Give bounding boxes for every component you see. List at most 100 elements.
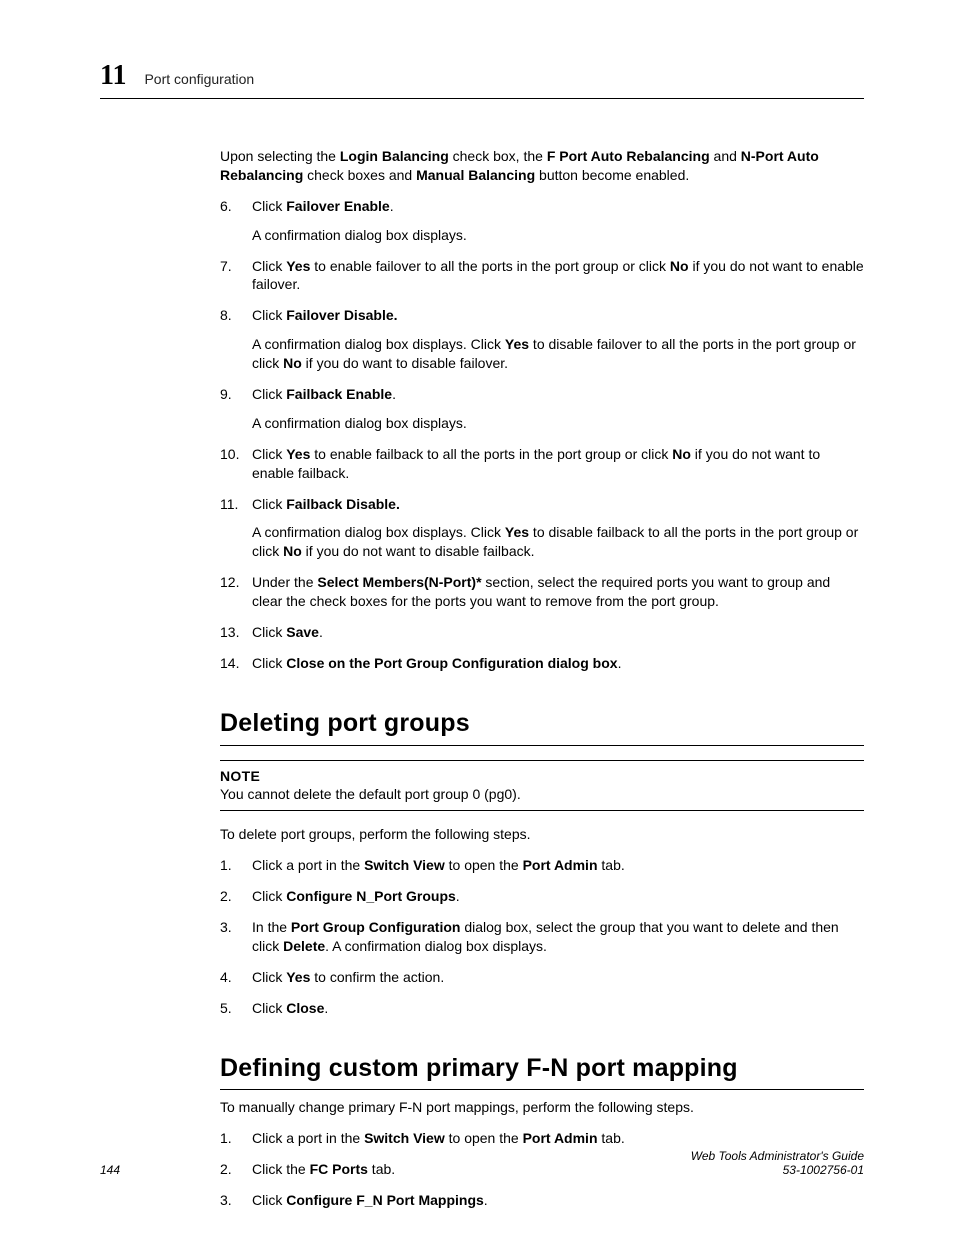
bold-term: Port Admin <box>523 1130 598 1146</box>
bold-term: Login Balancing <box>340 148 449 164</box>
doc-number: 53-1002756-01 <box>691 1163 864 1177</box>
page-number: 144 <box>100 1163 120 1177</box>
step-13: Click Save. <box>220 623 864 642</box>
chapter-title: Port configuration <box>144 71 254 87</box>
note-block: NOTE You cannot delete the default port … <box>220 760 864 812</box>
text: Click <box>252 1000 286 1016</box>
text: . <box>390 198 394 214</box>
text: to enable failover to all the ports in t… <box>310 258 670 274</box>
note-text: You cannot delete the default port group… <box>220 785 864 804</box>
bold-term: No <box>283 355 302 371</box>
bold-term: Port Admin <box>523 857 598 873</box>
text: Click <box>252 258 286 274</box>
bold-term: Save <box>286 624 319 640</box>
page-header: 11 Port configuration <box>100 60 864 99</box>
delete-step-1: Click a port in the Switch View to open … <box>220 856 864 875</box>
text: Click <box>252 496 286 512</box>
text: Click <box>252 655 286 671</box>
text: if you do want to disable failover. <box>302 355 508 371</box>
note-label: NOTE <box>220 767 864 786</box>
bold-term: F Port Auto Rebalancing <box>547 148 710 164</box>
text: Click <box>252 198 286 214</box>
bold-term: Yes <box>505 524 529 540</box>
intro-paragraph: Upon selecting the Login Balancing check… <box>220 147 864 185</box>
text: Upon selecting the <box>220 148 340 164</box>
text: . <box>484 1192 488 1208</box>
text: Click <box>252 969 286 985</box>
section-heading-mapping: Defining custom primary F-N port mapping <box>220 1052 864 1091</box>
text: to enable failback to all the ports in t… <box>310 446 672 462</box>
bold-term: No <box>670 258 689 274</box>
step-sub: A confirmation dialog box displays. <box>252 414 864 433</box>
bold-term: Port Group Configuration <box>374 655 544 671</box>
section-lead: To manually change primary F-N port mapp… <box>220 1098 864 1117</box>
bold-term: Manual Balancing <box>416 167 535 183</box>
step-10: Click Yes to enable failback to all the … <box>220 445 864 483</box>
bold-term: Failover Enable <box>286 198 389 214</box>
step-9: Click Failback Enable. A confirmation di… <box>220 385 864 433</box>
bold-term: Failover Disable. <box>286 307 397 323</box>
delete-step-3: In the Port Group Configuration dialog b… <box>220 918 864 956</box>
bold-term: Switch View <box>364 1130 445 1146</box>
text: to confirm the action. <box>310 969 444 985</box>
text: Click a port in the <box>252 1130 364 1146</box>
step-sub: A confirmation dialog box displays. Clic… <box>252 523 864 561</box>
step-8: Click Failover Disable. A confirmation d… <box>220 306 864 373</box>
procedure-steps: Click Failover Enable. A confirmation di… <box>220 197 864 673</box>
bold-term: Yes <box>286 969 310 985</box>
step-7: Click Yes to enable failover to all the … <box>220 257 864 295</box>
text: Click <box>252 624 286 640</box>
text: tab. <box>598 1130 625 1146</box>
bold-term: Delete <box>283 938 325 954</box>
mapping-step-3: Click Configure F_N Port Mappings. <box>220 1191 864 1210</box>
text: . <box>618 655 622 671</box>
text: . <box>319 624 323 640</box>
page-content: Upon selecting the Login Balancing check… <box>220 147 864 1210</box>
bold-term: Yes <box>505 336 529 352</box>
bold-term: Close <box>286 1000 324 1016</box>
section-heading-deleting: Deleting port groups <box>220 707 864 746</box>
bold-term: Switch View <box>364 857 445 873</box>
bold-term: Failback Disable. <box>286 496 400 512</box>
step-12: Under the Select Members(N-Port)* sectio… <box>220 573 864 611</box>
text: Click a port in the <box>252 857 364 873</box>
text: Click <box>252 446 286 462</box>
text: button become enabled. <box>535 167 689 183</box>
text: Click <box>252 307 286 323</box>
text: Click <box>252 1192 286 1208</box>
guide-title: Web Tools Administrator's Guide <box>691 1149 864 1163</box>
delete-step-4: Click Yes to confirm the action. <box>220 968 864 987</box>
text: check boxes and <box>303 167 416 183</box>
step-11: Click Failback Disable. A confirmation d… <box>220 495 864 562</box>
bold-term: Select Members(N-Port)* <box>317 574 481 590</box>
text: In the <box>252 919 291 935</box>
step-sub: A confirmation dialog box displays. Clic… <box>252 335 864 373</box>
bold-term: No <box>672 446 691 462</box>
text: check box, the <box>449 148 547 164</box>
text: . <box>392 386 396 402</box>
footer-right: Web Tools Administrator's Guide 53-10027… <box>691 1149 864 1177</box>
bold-term: Yes <box>286 446 310 462</box>
text: . <box>456 888 460 904</box>
step-14: Click Close on the Port Group Configurat… <box>220 654 864 673</box>
text: A confirmation dialog box displays. Clic… <box>252 336 505 352</box>
chapter-number: 11 <box>100 60 126 92</box>
bold-term: dialog box <box>548 655 618 671</box>
bold-term: No <box>283 543 302 559</box>
step-sub: A confirmation dialog box displays. <box>252 226 864 245</box>
text: to open the <box>445 857 523 873</box>
bold-term: Configure F_N Port Mappings <box>286 1192 484 1208</box>
text: and <box>710 148 741 164</box>
text: A confirmation dialog box displays. Clic… <box>252 524 505 540</box>
bold-term: Yes <box>286 258 310 274</box>
text: to open the <box>445 1130 523 1146</box>
text: tab. <box>598 857 625 873</box>
text: Click <box>252 888 286 904</box>
step-6: Click Failover Enable. A confirmation di… <box>220 197 864 245</box>
bold-term: Close on the <box>286 655 370 671</box>
delete-step-2: Click Configure N_Port Groups. <box>220 887 864 906</box>
bold-term: Configure N_Port Groups <box>286 888 456 904</box>
text: Under the <box>252 574 317 590</box>
text: . <box>324 1000 328 1016</box>
delete-steps: Click a port in the Switch View to open … <box>220 856 864 1017</box>
